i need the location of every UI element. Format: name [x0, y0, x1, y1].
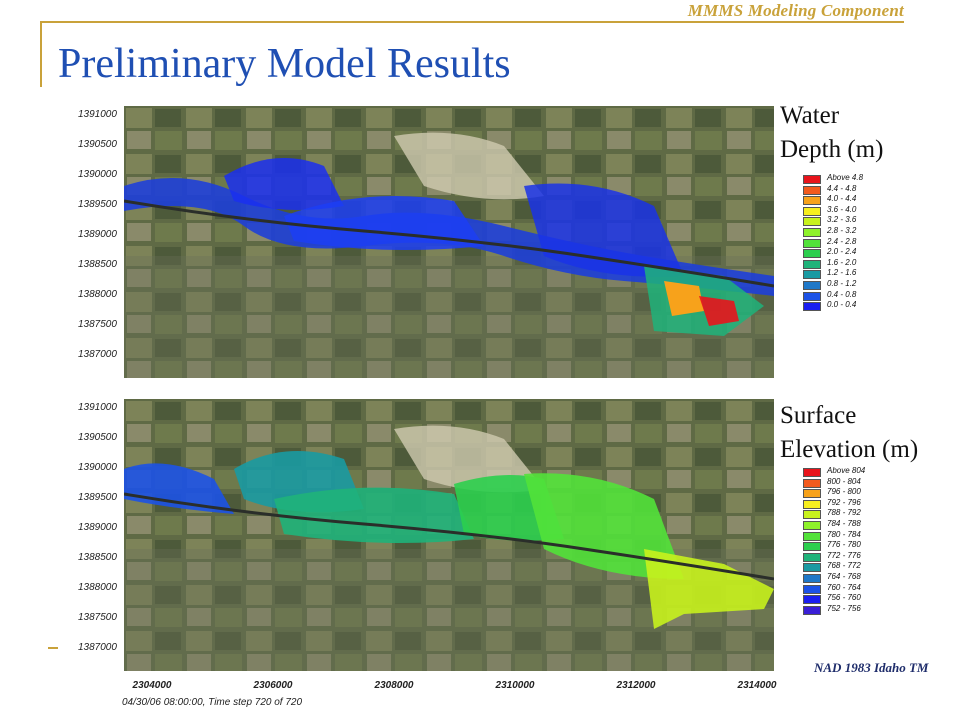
y-tick-label: 1389000 [78, 229, 117, 240]
depth-legend-swatch [803, 227, 821, 237]
depth-legend-label: 2.0 - 2.4 [827, 247, 857, 257]
elevation-legend-label: Above 804 [827, 466, 866, 475]
depth-legend-label: 4.0 - 4.4 [827, 194, 857, 204]
header-tag: MMMS Modeling Component [687, 1, 904, 20]
elevation-legend-title-line1: Surface [780, 402, 857, 429]
y-tick-label: 1389000 [78, 522, 117, 533]
depth-legend-swatch [803, 185, 821, 195]
depth-legend-swatch [803, 196, 821, 206]
surface-elevation-map [124, 399, 774, 671]
y-tick-label: 1387500 [78, 612, 117, 623]
elevation-legend-label: 800 - 804 [827, 476, 861, 486]
elevation-legend-label: 784 - 788 [827, 518, 861, 528]
depth-legend-label: 3.2 - 3.6 [827, 215, 857, 225]
elevation-legend-label: 780 - 784 [827, 529, 861, 539]
depth-legend-label: 2.8 - 3.2 [827, 225, 857, 235]
elevation-legend-swatch [803, 489, 821, 499]
elevation-legend-swatch [803, 542, 821, 552]
depth-legend-swatch [803, 175, 821, 184]
elevation-legend-title-line2: Elevation (m) [780, 436, 919, 463]
x-tick-label: 2310000 [495, 680, 535, 691]
elevation-legend-label: 760 - 764 [827, 582, 861, 592]
elevation-legend-swatch [803, 584, 821, 594]
elevation-legend-swatch [803, 520, 821, 530]
water-depth-map [124, 106, 774, 378]
y-tick-label: 1387000 [78, 642, 117, 653]
elevation-legend-label: 768 - 772 [827, 561, 861, 571]
depth-legend-label: Above 4.8 [827, 173, 864, 182]
x-tick-label: 2306000 [253, 680, 293, 691]
header-rule-vertical [40, 21, 42, 87]
elevation-legend-label: 796 - 800 [827, 487, 861, 497]
elevation-legend-swatch [803, 552, 821, 562]
elevation-legend-label: 772 - 776 [827, 550, 861, 560]
depth-legend-label: 3.6 - 4.0 [827, 204, 857, 214]
depth-legend-label: 2.4 - 2.8 [827, 236, 857, 246]
elevation-legend-label: 752 - 756 [827, 603, 861, 613]
depth-legend-swatch [803, 291, 821, 301]
depth-legend-title-line2: Depth (m) [780, 136, 884, 163]
depth-legend-swatch [803, 270, 821, 280]
depth-legend-swatch [803, 206, 821, 216]
depth-legend-swatch [803, 280, 821, 290]
y-tick-label: 1388000 [78, 582, 117, 593]
x-tick-label: 2304000 [132, 680, 172, 691]
surface-elevation-map-image [124, 399, 774, 671]
elevation-legend-swatch [803, 573, 821, 583]
x-tick-label: 2314000 [737, 680, 777, 691]
slide-title: Preliminary Model Results [58, 41, 511, 87]
y-tick-label: 1387000 [78, 349, 117, 360]
x-tick-label: 2308000 [374, 680, 414, 691]
elevation-legend-label: 792 - 796 [827, 497, 861, 507]
elevation-legend-swatch [803, 605, 821, 615]
depth-legend-label: 1.2 - 1.6 [827, 268, 857, 278]
depth-legend-label: 4.4 - 4.8 [827, 183, 857, 193]
y-tick-label: 1389500 [78, 492, 117, 503]
elevation-legend-title: Surface Elevation (m) [780, 399, 918, 467]
y-tick-label: 1389500 [78, 199, 117, 210]
depth-legend-title: Water Depth (m) [780, 99, 883, 167]
depth-legend-swatch [803, 259, 821, 269]
water-depth-map-image [124, 106, 774, 378]
x-tick-label: 2312000 [616, 680, 656, 691]
depth-legend-swatch [803, 249, 821, 259]
y-tick-label: 1388000 [78, 289, 117, 300]
header-rule [40, 21, 904, 23]
depth-legend-swatch [803, 302, 821, 312]
y-tick-label: 1390500 [78, 432, 117, 443]
elevation-legend-swatch [803, 595, 821, 605]
depth-legend-title-line1: Water [780, 102, 840, 129]
y-tick-label: 1391000 [78, 109, 117, 120]
elevation-legend-swatch [803, 499, 821, 509]
depth-legend-label: 0.4 - 0.8 [827, 289, 857, 299]
y-tick-label: 1388500 [78, 552, 117, 563]
elevation-legend-label: 756 - 760 [827, 593, 861, 603]
footer-accent [48, 647, 58, 649]
elevation-legend-swatch [803, 563, 821, 573]
y-tick-label: 1387500 [78, 319, 117, 330]
y-tick-label: 1391000 [78, 402, 117, 413]
depth-legend-label: 1.6 - 2.0 [827, 257, 857, 267]
y-tick-label: 1390000 [78, 462, 117, 473]
timestep-label: 04/30/06 08:00:00, Time step 720 of 720 [122, 697, 303, 708]
depth-legend-swatch [803, 217, 821, 227]
depth-legend-label: 0.8 - 1.2 [827, 278, 857, 288]
elevation-legend-label: 776 - 780 [827, 540, 861, 550]
elevation-legend-swatch [803, 510, 821, 520]
y-tick-label: 1390000 [78, 169, 117, 180]
depth-legend-swatch [803, 238, 821, 248]
elevation-legend-swatch [803, 531, 821, 541]
y-tick-label: 1390500 [78, 139, 117, 150]
y-tick-label: 1388500 [78, 259, 117, 270]
datum-label: NAD 1983 Idaho TM [814, 660, 929, 675]
elevation-legend-label: 764 - 768 [827, 571, 861, 581]
elevation-legend-label: 788 - 792 [827, 508, 861, 518]
elevation-legend-swatch [803, 468, 821, 477]
elevation-legend-swatch [803, 478, 821, 488]
depth-legend-label: 0.0 - 0.4 [827, 300, 857, 310]
